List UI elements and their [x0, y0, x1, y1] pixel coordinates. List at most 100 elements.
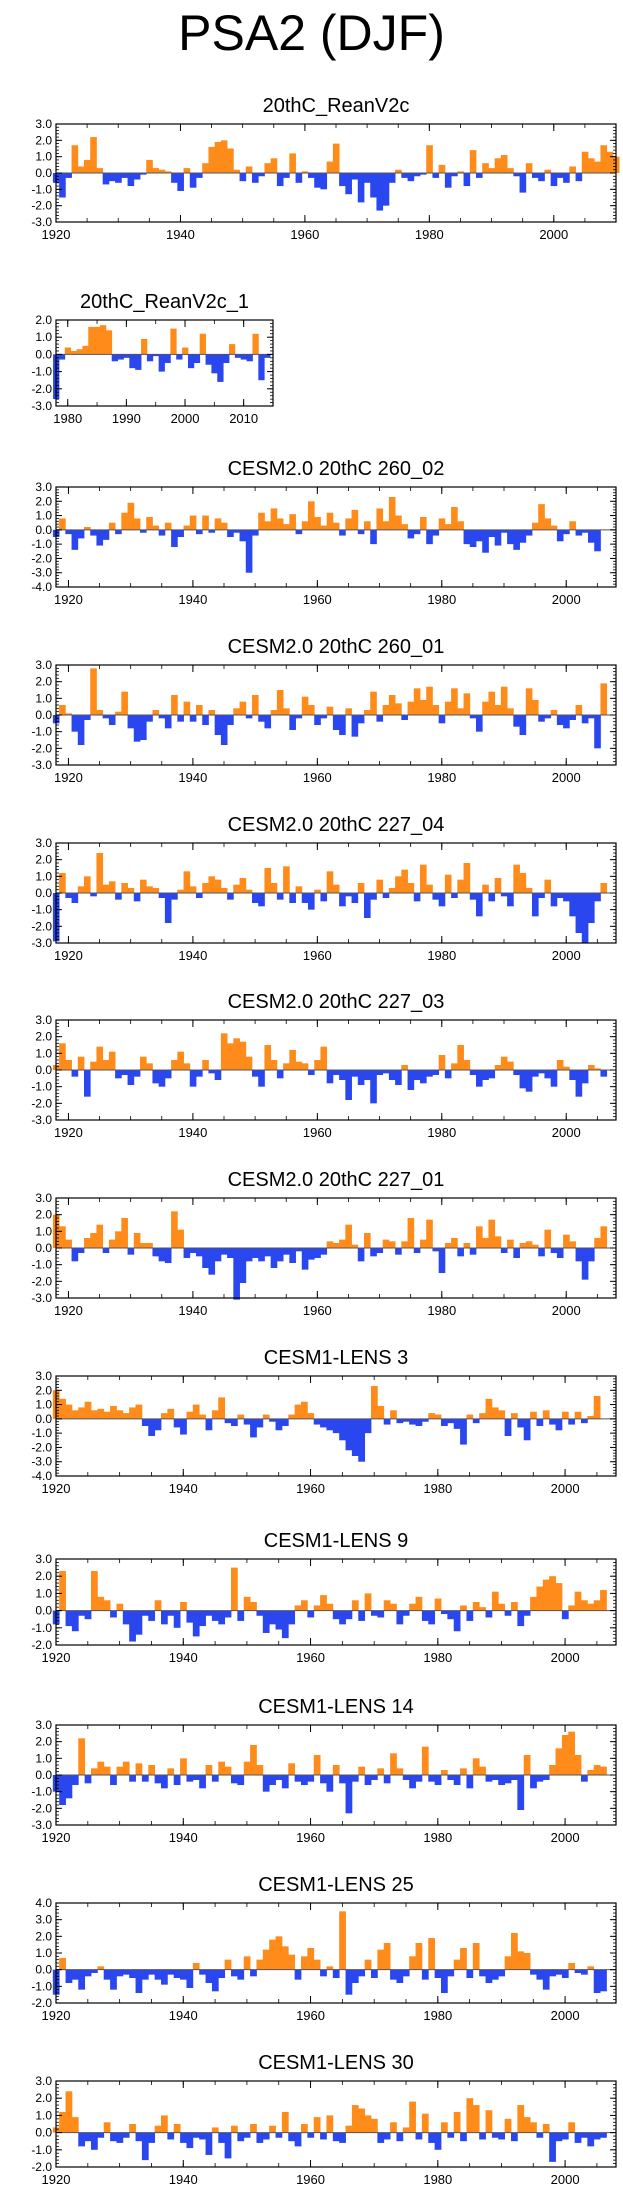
negative-anomaly-bar — [507, 893, 514, 907]
negative-anomaly-bar — [523, 1610, 531, 1616]
positive-anomaly-bar — [587, 1603, 595, 1611]
y-tick-label: 3.0 — [35, 1013, 52, 1027]
negative-anomaly-bar — [281, 1610, 289, 1639]
negative-anomaly-bar — [262, 2132, 270, 2140]
negative-anomaly-bar — [288, 2132, 296, 2142]
positive-anomaly-bar — [594, 161, 601, 173]
negative-anomaly-bar — [123, 354, 130, 358]
negative-anomaly-bar — [307, 1775, 315, 1782]
negative-anomaly-bar — [421, 1610, 429, 1621]
positive-anomaly-bar — [90, 1061, 97, 1070]
positive-anomaly-bar — [587, 1770, 595, 1775]
negative-anomaly-bar — [135, 1969, 143, 1993]
negative-anomaly-bar — [276, 893, 284, 900]
positive-anomaly-bar — [409, 2101, 416, 2133]
negative-anomaly-bar — [382, 173, 390, 206]
negative-anomaly-bar — [575, 529, 583, 536]
negative-anomaly-bar — [237, 1969, 245, 1980]
positive-anomaly-bar — [177, 1229, 184, 1248]
positive-anomaly-bar — [283, 708, 290, 715]
negative-anomaly-bar — [594, 893, 601, 902]
negative-anomaly-bar — [326, 1418, 334, 1431]
negative-anomaly-bar — [488, 893, 496, 902]
x-tick-label: 1980 — [423, 1650, 452, 1665]
positive-anomaly-bar — [426, 686, 433, 715]
negative-anomaly-bar — [339, 1775, 346, 1784]
y-tick-label: -1.0 — [31, 365, 52, 379]
positive-anomaly-bar — [575, 705, 583, 715]
negative-anomaly-bar — [421, 1418, 429, 1422]
negative-anomaly-bar — [407, 529, 415, 539]
negative-anomaly-bar — [575, 893, 583, 933]
positive-anomaly-bar — [395, 876, 402, 893]
negative-anomaly-bar — [58, 354, 66, 360]
positive-anomaly-bar — [407, 883, 415, 893]
negative-anomaly-bar — [402, 1418, 410, 1422]
positive-anomaly-bar — [415, 1596, 423, 1611]
negative-anomaly-bar — [441, 1610, 448, 1615]
negative-anomaly-bar — [581, 1969, 588, 1975]
negative-anomaly-bar — [122, 1969, 130, 1975]
negative-anomaly-bar — [432, 529, 440, 536]
positive-anomaly-bar — [426, 1219, 433, 1248]
positive-anomaly-bar — [428, 1938, 436, 1970]
positive-anomaly-bar — [568, 1963, 576, 1970]
x-tick-label: 1980 — [427, 948, 456, 963]
x-tick-label: 1940 — [169, 1650, 198, 1665]
positive-anomaly-bar — [264, 868, 272, 893]
x-tick-label: 1940 — [178, 1303, 207, 1318]
y-tick-label: 0.0 — [35, 1412, 52, 1426]
positive-anomaly-bar — [390, 1753, 397, 1775]
negative-anomaly-bar — [148, 1610, 156, 1621]
negative-anomaly-bar — [192, 1610, 200, 1637]
negative-anomaly-bar — [472, 1418, 480, 1424]
positive-anomaly-bar — [270, 1060, 278, 1070]
positive-anomaly-bar — [220, 1033, 228, 1070]
negative-anomaly-bar — [71, 715, 79, 732]
positive-anomaly-bar — [395, 515, 402, 530]
positive-anomaly-bar — [491, 1407, 499, 1419]
y-tick-label: -1.0 — [31, 182, 52, 196]
positive-anomaly-bar — [600, 883, 608, 893]
negative-anomaly-bar — [158, 715, 166, 719]
positive-anomaly-bar — [115, 711, 122, 715]
positive-anomaly-bar — [189, 886, 197, 893]
negative-anomaly-bar — [173, 1610, 181, 1628]
positive-anomaly-bar — [358, 2108, 366, 2133]
negative-anomaly-bar — [110, 1775, 117, 1785]
y-tick-label: 0.0 — [35, 1963, 52, 1977]
positive-anomaly-bar — [550, 525, 558, 530]
negative-anomaly-bar — [269, 1610, 276, 1625]
positive-anomaly-bar — [308, 705, 315, 715]
negative-anomaly-bar — [574, 1969, 582, 1973]
negative-anomaly-bar — [313, 1418, 321, 1425]
negative-anomaly-bar — [550, 893, 558, 907]
positive-anomaly-bar — [99, 325, 107, 355]
negative-anomaly-bar — [326, 1070, 334, 1084]
x-tick-label: 1920 — [54, 1303, 83, 1318]
x-tick-label: 1920 — [42, 1481, 71, 1496]
negative-anomaly-bar — [376, 173, 384, 211]
negative-anomaly-bar — [413, 1070, 421, 1080]
negative-anomaly-bar — [127, 173, 135, 187]
y-tick-label: 1.0 — [35, 869, 52, 883]
negative-anomaly-bar — [453, 1775, 461, 1785]
negative-anomaly-bar — [276, 1070, 284, 1079]
negative-anomaly-bar — [141, 1610, 149, 1616]
negative-anomaly-bar — [252, 1070, 259, 1077]
y-tick-label: -3.0 — [31, 399, 52, 413]
negative-anomaly-bar — [345, 893, 352, 897]
positive-anomaly-bar — [65, 1060, 72, 1070]
negative-anomaly-bar — [116, 2132, 124, 2143]
positive-anomaly-bar — [231, 2125, 238, 2133]
positive-anomaly-bar — [494, 1065, 502, 1070]
positive-anomaly-bar — [320, 1046, 328, 1070]
negative-anomaly-bar — [457, 1248, 464, 1257]
negative-anomaly-bar — [65, 1969, 73, 1983]
negative-anomaly-bar — [401, 715, 408, 720]
positive-anomaly-bar — [339, 1239, 346, 1248]
positive-anomaly-bar — [183, 871, 191, 893]
negative-anomaly-bar — [180, 1969, 187, 1980]
negative-anomaly-bar — [504, 1418, 512, 1436]
negative-anomaly-bar — [561, 2132, 569, 2140]
